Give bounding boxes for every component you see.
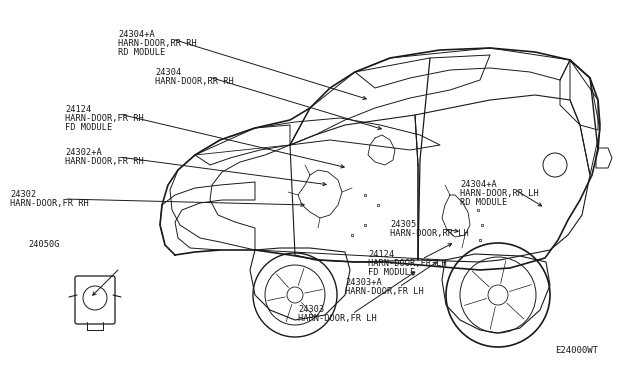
Text: FD MODULE: FD MODULE	[65, 123, 112, 132]
Text: 24305: 24305	[390, 220, 416, 229]
Text: 24304: 24304	[155, 68, 181, 77]
Text: 24303+A: 24303+A	[345, 278, 381, 287]
Text: HARN-DOOR,RR RH: HARN-DOOR,RR RH	[155, 77, 234, 86]
Text: HARN-DOOR,FR LH: HARN-DOOR,FR LH	[345, 287, 424, 296]
Text: 24304+A: 24304+A	[118, 30, 155, 39]
Text: RD MODULE: RD MODULE	[460, 198, 508, 207]
Text: 24124: 24124	[368, 250, 394, 259]
Text: 24302+A: 24302+A	[65, 148, 102, 157]
Text: HARN-DOOR,RR RH: HARN-DOOR,RR RH	[118, 39, 196, 48]
Text: 24124: 24124	[65, 105, 92, 114]
Text: RD MODULE: RD MODULE	[118, 48, 165, 57]
Text: 24304+A: 24304+A	[460, 180, 497, 189]
FancyBboxPatch shape	[75, 276, 115, 324]
Text: HARN-DOOR,RR LH: HARN-DOOR,RR LH	[460, 189, 539, 198]
Text: HARN-DOOR,FR RH: HARN-DOOR,FR RH	[65, 157, 144, 166]
Text: HARN-DOOR,FR LH: HARN-DOOR,FR LH	[298, 314, 377, 323]
Text: 24050G: 24050G	[28, 240, 60, 249]
Text: HARN-DOOR,RR LH: HARN-DOOR,RR LH	[390, 229, 468, 238]
Text: FD MODULE: FD MODULE	[368, 268, 415, 277]
Text: HARN-DOOR,FR RH: HARN-DOOR,FR RH	[65, 114, 144, 123]
Text: 24303: 24303	[298, 305, 324, 314]
Text: HARN-DOOR,FR LH: HARN-DOOR,FR LH	[368, 259, 447, 268]
Text: HARN-DOOR,FR RH: HARN-DOOR,FR RH	[10, 199, 89, 208]
Text: E24000WT: E24000WT	[555, 346, 598, 355]
Text: 24302: 24302	[10, 190, 36, 199]
